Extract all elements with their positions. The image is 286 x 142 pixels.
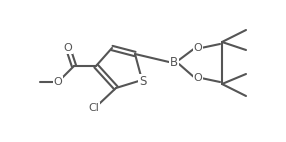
Text: O: O [54,77,62,87]
Text: S: S [139,75,147,87]
Text: O: O [63,43,72,53]
Text: O: O [194,73,202,83]
Text: O: O [194,43,202,53]
Text: Cl: Cl [89,103,100,113]
Text: B: B [170,56,178,68]
